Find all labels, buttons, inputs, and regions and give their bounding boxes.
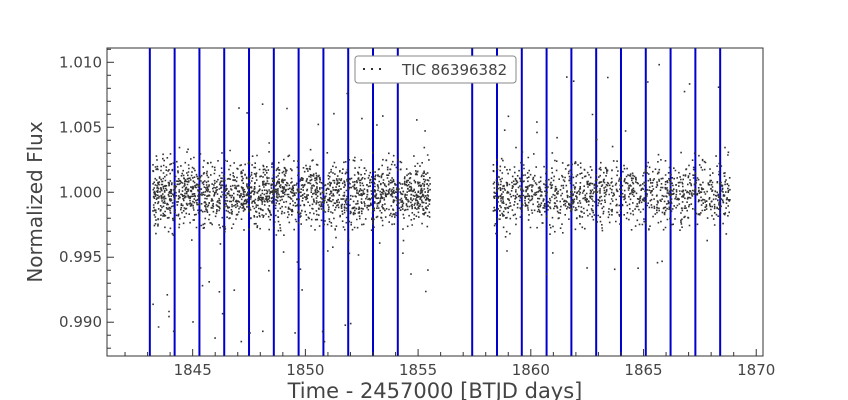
legend-dot xyxy=(379,68,381,70)
flux-points xyxy=(152,63,731,343)
x-tick-label: 1865 xyxy=(624,361,662,379)
x-tick-label: 1855 xyxy=(399,361,437,379)
x-axis-label: Time - 2457000 [BTJD days] xyxy=(287,379,583,400)
legend: TIC 86396382 xyxy=(354,55,517,84)
flux-scatter-series xyxy=(152,63,731,343)
x-tick-label: 1845 xyxy=(174,361,212,379)
legend-marker xyxy=(363,68,381,70)
legend-label: TIC 86396382 xyxy=(401,61,507,79)
x-tick-label: 1870 xyxy=(737,361,775,379)
y-tick-label: 0.990 xyxy=(59,313,102,331)
x-tick-label: 1860 xyxy=(512,361,550,379)
y-axis-label: Normalized Flux xyxy=(23,121,47,283)
legend-dot xyxy=(371,68,373,70)
y-tick-label: 0.995 xyxy=(59,248,102,266)
legend-dot xyxy=(363,68,365,70)
legend-box xyxy=(354,55,517,84)
plot-frame xyxy=(106,47,764,357)
x-axis: 1845 1850 1855 1860 1865 1870 xyxy=(124,349,775,379)
x-tick-label: 1850 xyxy=(286,361,324,379)
y-axis: 0.990 0.995 1.000 1.005 1.010 xyxy=(59,48,114,349)
y-tick-label: 1.000 xyxy=(59,183,102,201)
transit-markers xyxy=(148,48,722,356)
y-tick-label: 1.005 xyxy=(59,118,102,136)
y-tick-label: 1.010 xyxy=(59,53,102,71)
